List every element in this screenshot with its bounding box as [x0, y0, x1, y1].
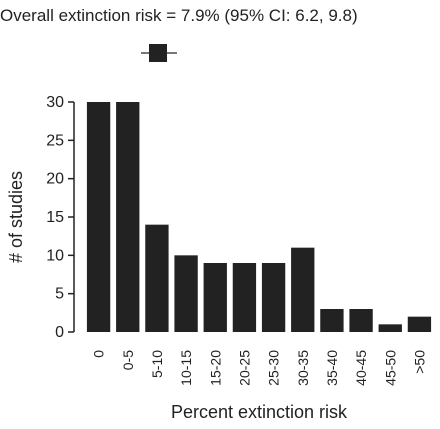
bar-10	[378, 324, 402, 332]
x-tick-label-0: 0	[91, 350, 107, 358]
x-tick-label-1: 0-5	[120, 350, 136, 370]
bar-3	[174, 255, 198, 332]
x-tick-label-7: 30-35	[295, 350, 311, 386]
y-tick-label-5: 25	[46, 132, 64, 149]
y-tick-label-1: 5	[55, 286, 64, 303]
bar-6	[261, 263, 286, 332]
y-axis: 0 5 10 15 20 25 30	[46, 94, 75, 341]
x-tick-label-10: 45-50	[382, 350, 398, 386]
bar-2	[145, 224, 169, 332]
x-tick-label-6: 25-30	[266, 350, 282, 386]
summary-point-marker	[149, 44, 167, 62]
bar-8	[320, 309, 344, 332]
bar-5	[232, 263, 257, 332]
x-tick-label-5: 20-25	[236, 350, 252, 386]
x-tick-label-4: 15-20	[207, 350, 223, 386]
bar-7	[291, 247, 315, 332]
x-tick-label-11: >50	[411, 350, 427, 374]
x-tick-label-3: 10-15	[178, 350, 194, 386]
y-axis-title: # of studies	[6, 171, 26, 263]
y-tick-label-3: 15	[46, 209, 64, 226]
bar-9	[349, 309, 373, 332]
bar-4	[203, 263, 227, 332]
summary-estimate-marker	[141, 44, 177, 62]
bar-0	[86, 102, 111, 332]
bar-11	[407, 316, 432, 332]
x-tick-label-2: 5-10	[149, 350, 165, 378]
bar-1	[116, 102, 140, 332]
x-axis-title: Percent extinction risk	[171, 402, 348, 422]
x-tick-label-8: 35-40	[324, 350, 340, 386]
y-tick-label-4: 20	[46, 171, 64, 188]
y-tick-label-2: 10	[46, 247, 64, 264]
x-tick-label-9: 40-45	[353, 350, 369, 386]
y-tick-label-6: 30	[46, 94, 64, 111]
y-tick-label-0: 0	[55, 324, 64, 341]
chart-title: Overall extinction risk = 7.9% (95% CI: …	[0, 6, 358, 25]
bars-group	[86, 102, 432, 332]
x-axis: 0 0-5 5-10 10-15 15-20 20-25 25-30 30-35 35-40 40…	[91, 350, 428, 386]
